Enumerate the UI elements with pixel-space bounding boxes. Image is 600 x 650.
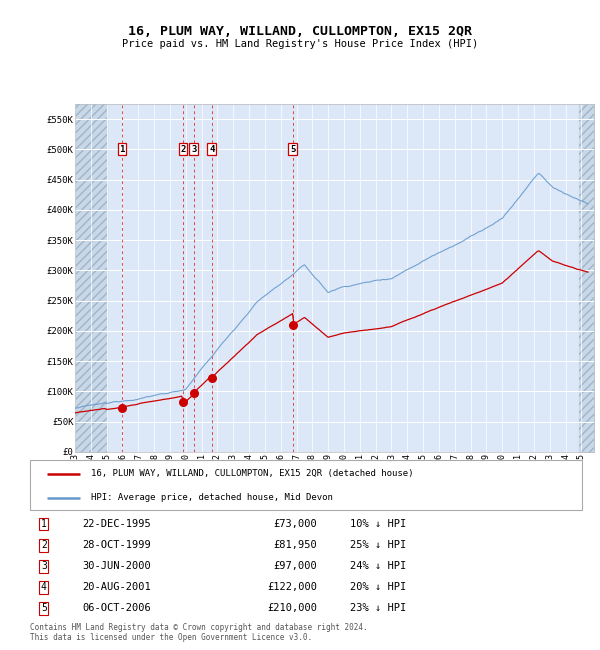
Text: 2: 2 [181, 145, 186, 154]
Text: Price paid vs. HM Land Registry's House Price Index (HPI): Price paid vs. HM Land Registry's House … [122, 39, 478, 49]
Text: 3: 3 [41, 561, 47, 571]
Text: 30-JUN-2000: 30-JUN-2000 [83, 561, 151, 571]
Text: 23% ↓ HPI: 23% ↓ HPI [350, 603, 406, 613]
Text: £73,000: £73,000 [273, 519, 317, 529]
Text: 5: 5 [290, 145, 295, 154]
Text: 28-OCT-1999: 28-OCT-1999 [83, 540, 151, 550]
Text: 4: 4 [41, 582, 47, 592]
Text: 16, PLUM WAY, WILLAND, CULLOMPTON, EX15 2QR (detached house): 16, PLUM WAY, WILLAND, CULLOMPTON, EX15 … [91, 469, 413, 478]
Text: 10% ↓ HPI: 10% ↓ HPI [350, 519, 406, 529]
Text: 16, PLUM WAY, WILLAND, CULLOMPTON, EX15 2QR: 16, PLUM WAY, WILLAND, CULLOMPTON, EX15 … [128, 25, 472, 38]
Text: 06-OCT-2006: 06-OCT-2006 [83, 603, 151, 613]
Text: 20% ↓ HPI: 20% ↓ HPI [350, 582, 406, 592]
Text: 25% ↓ HPI: 25% ↓ HPI [350, 540, 406, 550]
Text: 5: 5 [41, 603, 47, 613]
Text: £210,000: £210,000 [267, 603, 317, 613]
Text: 20-AUG-2001: 20-AUG-2001 [83, 582, 151, 592]
Text: 24% ↓ HPI: 24% ↓ HPI [350, 561, 406, 571]
Text: Contains HM Land Registry data © Crown copyright and database right 2024.
This d: Contains HM Land Registry data © Crown c… [30, 623, 368, 642]
Text: 1: 1 [41, 519, 47, 529]
Text: 4: 4 [209, 145, 214, 154]
Text: 1: 1 [119, 145, 125, 154]
Text: £122,000: £122,000 [267, 582, 317, 592]
FancyBboxPatch shape [30, 460, 582, 510]
Text: £81,950: £81,950 [273, 540, 317, 550]
Text: 2: 2 [41, 540, 47, 550]
Text: £97,000: £97,000 [273, 561, 317, 571]
Text: 3: 3 [191, 145, 196, 154]
Text: HPI: Average price, detached house, Mid Devon: HPI: Average price, detached house, Mid … [91, 493, 332, 502]
Text: 22-DEC-1995: 22-DEC-1995 [83, 519, 151, 529]
